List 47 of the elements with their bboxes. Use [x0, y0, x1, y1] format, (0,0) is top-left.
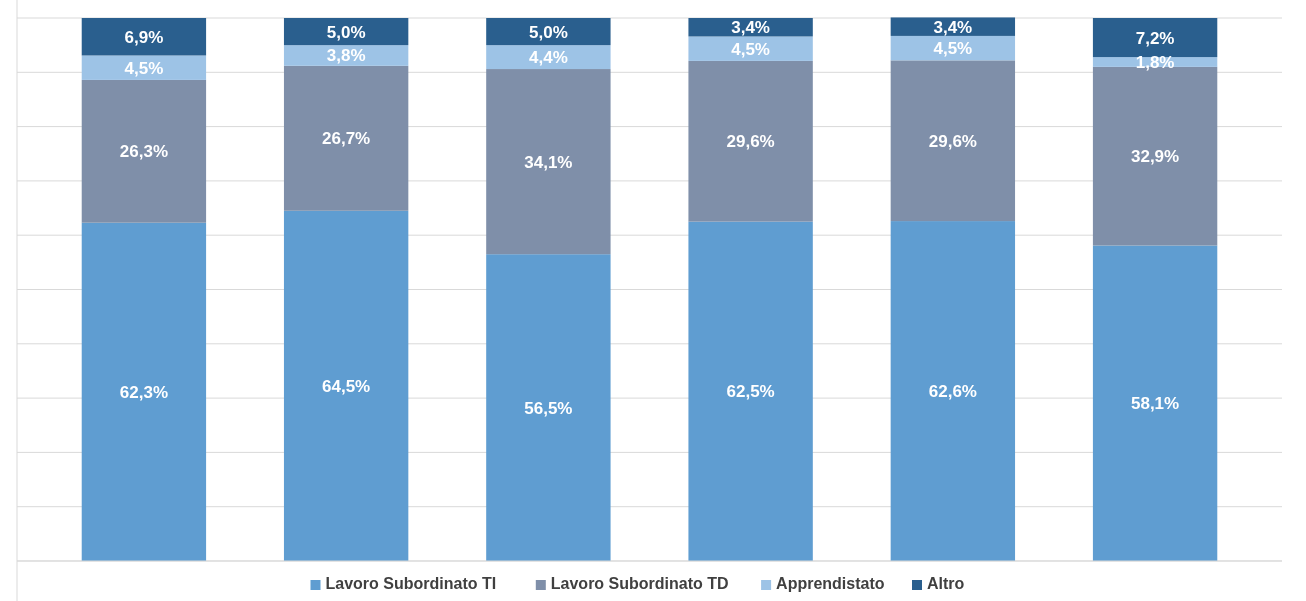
bar — [890, 17, 1016, 36]
bar — [283, 18, 409, 46]
data-label: 32,9% — [1130, 147, 1180, 167]
data-label: 4,4% — [529, 48, 568, 68]
data-label: 29,6% — [726, 132, 775, 152]
bar — [890, 60, 1016, 222]
data-label: 5,0% — [529, 22, 568, 42]
data-label: 62,3% — [119, 382, 169, 402]
legend-label: Lavoro Subordinato TD — [550, 575, 729, 592]
bar — [890, 221, 1016, 561]
bar — [1092, 18, 1218, 58]
data-label: 58,1% — [1130, 394, 1180, 414]
data-label: 64,5% — [322, 376, 371, 396]
bar — [1092, 245, 1218, 561]
bar — [486, 18, 611, 46]
data-label: 4,5% — [731, 39, 770, 59]
data-label: 6,9% — [124, 27, 164, 47]
bar — [81, 55, 207, 80]
data-label: 3,4% — [933, 17, 973, 37]
data-label: 3,4% — [731, 18, 770, 38]
data-label: 34,1% — [524, 152, 573, 172]
data-label: 7,2% — [1135, 28, 1175, 48]
legend-label: Lavoro Subordinato TI — [325, 575, 497, 592]
data-label: 62,5% — [726, 382, 775, 402]
legend-label: Apprendistato — [776, 575, 885, 592]
bar — [486, 45, 611, 70]
bar — [688, 221, 813, 561]
data-label: 56,5% — [524, 398, 573, 418]
bar — [81, 222, 207, 561]
data-label: 5,0% — [326, 22, 366, 42]
bar — [486, 254, 611, 561]
bar — [283, 45, 409, 66]
data-label: 4,5% — [933, 39, 973, 59]
data-label: 29,6% — [928, 131, 977, 151]
data-label: 26,7% — [322, 129, 371, 149]
bar — [688, 60, 813, 222]
bar — [81, 18, 207, 56]
data-label: 26,3% — [119, 142, 169, 162]
bar — [486, 69, 611, 255]
data-label: 4,5% — [124, 58, 164, 78]
bar — [81, 79, 207, 223]
bar — [688, 36, 813, 61]
bar — [283, 210, 409, 561]
legend-label: Altro — [927, 575, 965, 592]
data-label: 3,8% — [326, 46, 366, 66]
data-label: 62,6% — [928, 382, 977, 402]
bar — [283, 65, 409, 211]
